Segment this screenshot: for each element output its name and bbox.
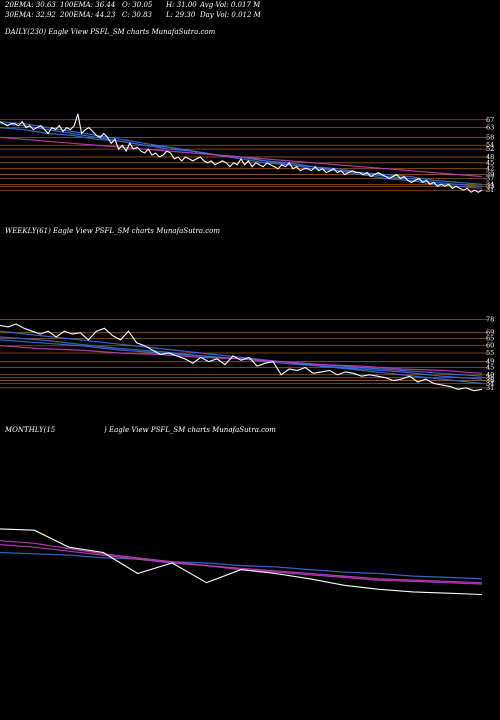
weekly-y-tick-4: 55: [486, 349, 494, 357]
weekly-y-tick-5: 49: [486, 358, 494, 366]
ema100-readout: 100EMA: 36.44: [60, 1, 116, 9]
weekly-panel-title: WEEKLY(61) Eagle View PSFL_SM charts Mun…: [5, 227, 220, 235]
monthly-sma-line-3: [0, 544, 483, 584]
weekly-ema-line-2: [0, 336, 483, 380]
ema30-readout: 30EMA: 32.92: [5, 11, 56, 19]
daily-ema-line-3: [0, 127, 483, 185]
daily-y-tick-4: 52: [486, 145, 494, 153]
low-readout: L: 29.30: [166, 11, 196, 19]
ema20-readout: 20EMA: 30.63: [5, 1, 56, 9]
daily-y-tick-10: 34: [486, 180, 494, 188]
daily-y-tick-8: 39: [486, 171, 494, 179]
daily-y-tick-12: 31: [486, 186, 494, 194]
daily-y-tick-0: 67: [486, 116, 494, 124]
weekly-y-tick-3: 60: [486, 342, 494, 350]
weekly-ema-line-1: [0, 330, 483, 385]
daily-y-tick-11: 33: [486, 182, 494, 190]
weekly-y-tick-9: 36: [486, 377, 494, 385]
daily-y-tick-6: 45: [486, 159, 494, 167]
daily-y-tick-1: 63: [486, 124, 494, 132]
open-readout: O: 30.05: [122, 1, 153, 9]
weekly-price-line-0: [0, 323, 483, 392]
weekly-y-tick-6: 45: [486, 364, 494, 372]
weekly-y-tick-8: 38: [486, 374, 494, 382]
weekly-y-tick-7: 40: [486, 371, 494, 379]
high-readout: H: 31.00: [166, 1, 197, 9]
daily-y-tick-9: 37: [486, 174, 494, 182]
daily-y-tick-7: 42: [486, 165, 494, 173]
monthly-ema-line-1: [0, 551, 483, 580]
daily-y-tick-3: 54: [486, 141, 494, 149]
daily-y-tick-5: 48: [486, 153, 494, 161]
avg-volume-readout: Avg Vol: 0.017 M: [200, 1, 261, 9]
day-volume-readout: Day Vol: 0.012 M: [200, 11, 261, 19]
monthly-panel-title-right: ) Eagle View PSFL_SM charts MunafaSutra.…: [104, 426, 276, 434]
weekly-y-tick-0: 78: [486, 316, 494, 324]
daily-y-tick-2: 58: [486, 133, 494, 141]
monthly-panel-title-left: MONTHLY(15: [5, 426, 56, 434]
daily-panel-title: DAILY(230) Eagle View PSFL_SM charts Mun…: [5, 28, 216, 36]
weekly-sma-line-4: [0, 345, 483, 374]
weekly-y-tick-10: 34: [486, 379, 494, 387]
monthly-chart: [0, 528, 483, 596]
close-readout: C: 30.83: [122, 11, 152, 19]
weekly-y-tick-1: 69: [486, 329, 494, 337]
daily-price-line-0: [0, 113, 483, 193]
weekly-y-tick-11: 31: [486, 384, 494, 392]
weekly-y-tick-2: 65: [486, 334, 494, 342]
monthly-price-line-0: [0, 528, 483, 596]
ema200-readout: 200EMA: 44.23: [60, 11, 116, 19]
daily-sma-line-4: [0, 136, 483, 178]
